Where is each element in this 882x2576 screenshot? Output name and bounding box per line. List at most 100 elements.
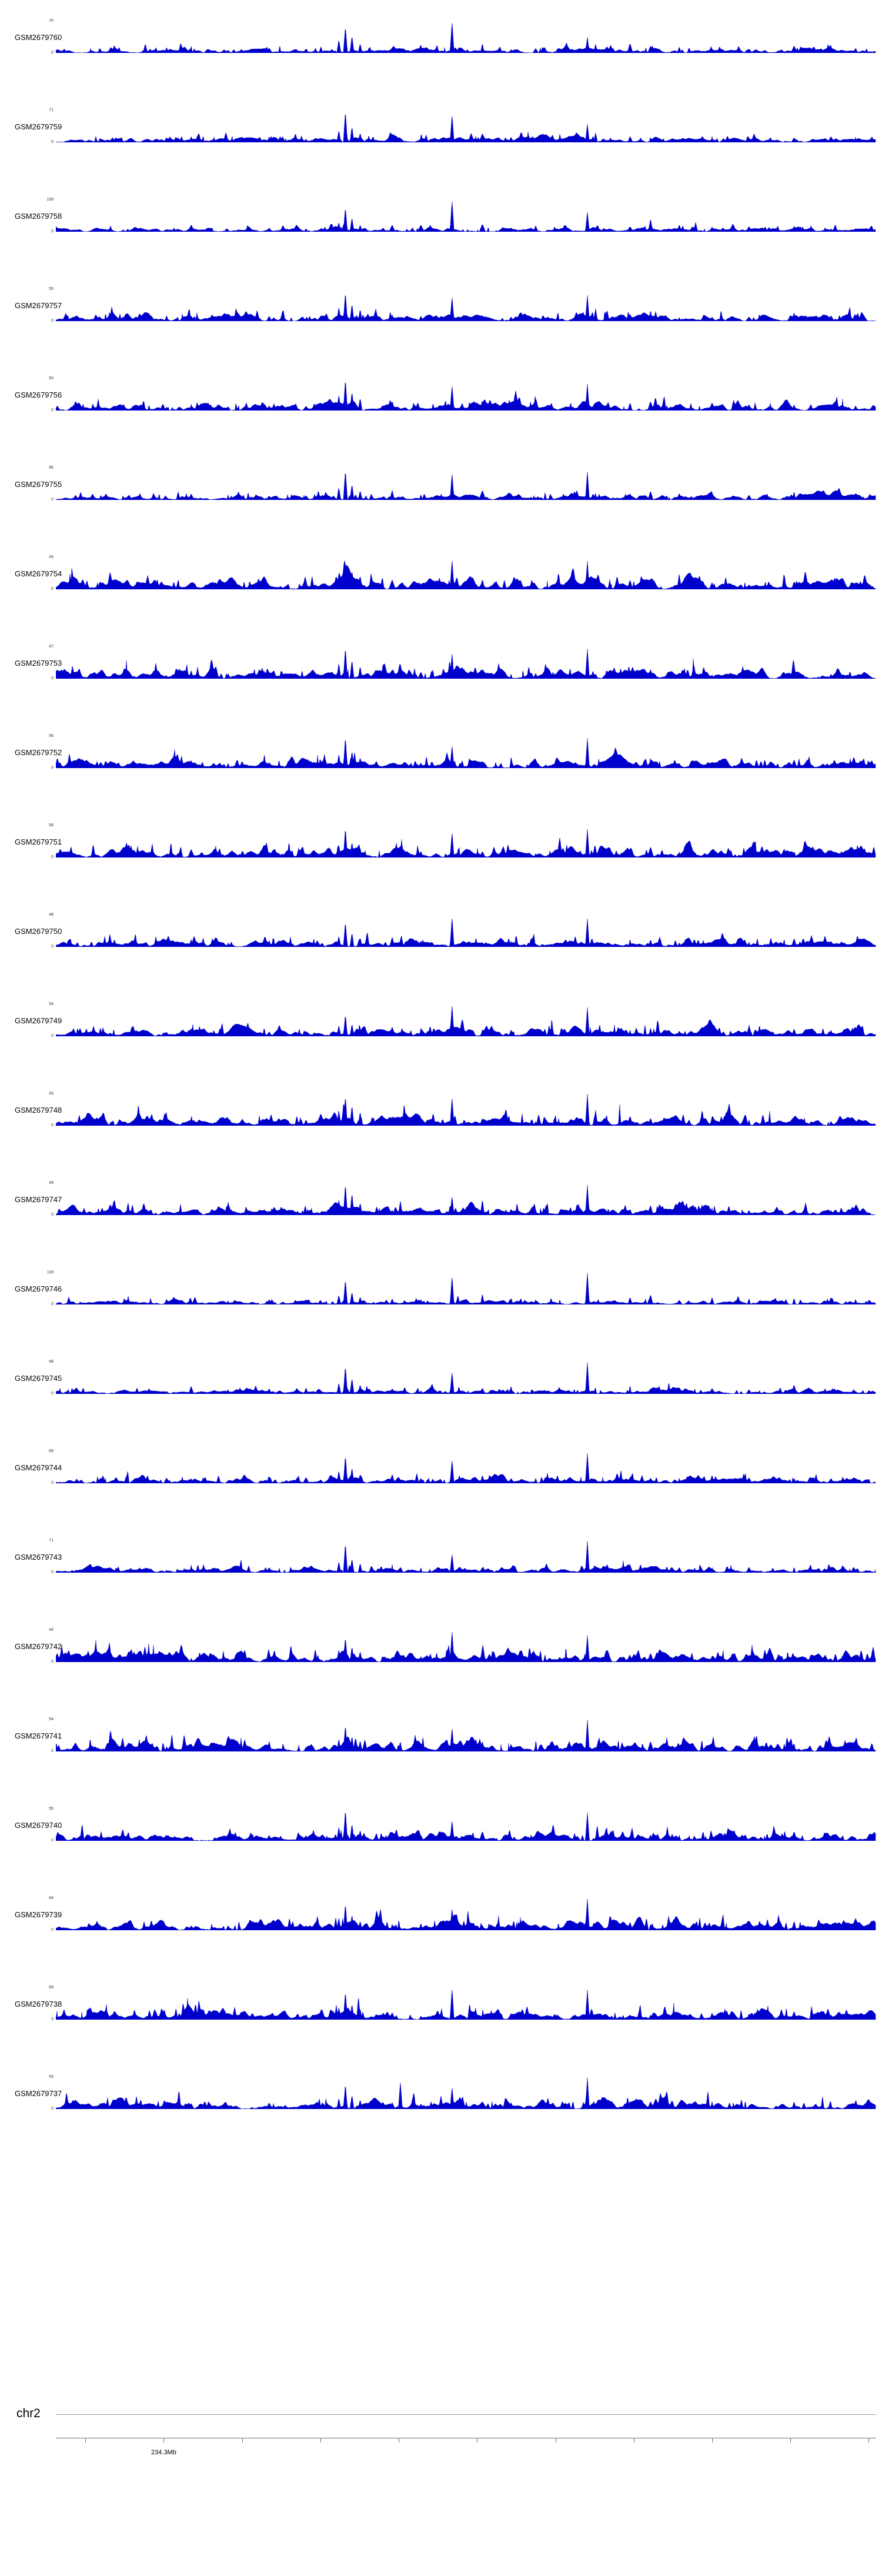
track-plot: 55 0: [49, 1807, 876, 1843]
sample-label: GSM2679743: [15, 1553, 62, 1561]
track-plot: 55 0: [49, 287, 876, 323]
y-max-label: 54: [49, 1002, 54, 1006]
sample-label: GSM2679751: [15, 837, 62, 846]
y-max-label: 55: [49, 2075, 54, 2079]
y-zero-label: 0: [51, 1749, 54, 1753]
axis-tick: [320, 2438, 321, 2442]
track-plot: 43 0: [49, 1092, 876, 1127]
coverage-signal: [56, 114, 876, 142]
y-zero-label: 0: [51, 140, 54, 144]
sample-track: GSM2679748 43 0: [0, 1090, 882, 1180]
y-max-label: 54: [49, 1717, 54, 1721]
y-zero-label: 0: [51, 1570, 54, 1574]
y-max-label: 44: [49, 1628, 54, 1632]
sample-track: GSM2679744 68 0: [0, 1448, 882, 1537]
axis-tick: [85, 2438, 86, 2442]
y-zero-label: 0: [51, 2017, 54, 2021]
sample-track: GSM2679737 55 0: [0, 2074, 882, 2163]
sample-label: GSM2679745: [15, 1374, 62, 1383]
sample-label: GSM2679738: [15, 2000, 62, 2008]
y-max-label: 71: [49, 108, 54, 112]
sample-track: GSM2679758 106 0: [0, 196, 882, 286]
sample-label: GSM2679744: [15, 1463, 62, 1472]
coverage-signal: [56, 560, 876, 589]
track-plot: 49 0: [49, 1181, 876, 1217]
sample-label: GSM2679746: [15, 1284, 62, 1293]
y-max-label: 55: [49, 287, 54, 291]
y-zero-label: 0: [51, 1928, 54, 1932]
coverage-signal: [56, 918, 876, 947]
y-max-label: 118: [46, 1270, 54, 1274]
sample-label: GSM2679750: [15, 927, 62, 936]
coverage-signal: [56, 1185, 876, 1215]
y-max-label: 70: [49, 19, 54, 23]
sample-label: GSM2679740: [15, 1821, 62, 1830]
sample-label: GSM2679753: [15, 659, 62, 668]
coverage-signal: [56, 2077, 876, 2109]
coverage-signal: [56, 1273, 876, 1304]
y-zero-label: 0: [51, 1123, 54, 1127]
axis-tick: [712, 2438, 713, 2442]
sample-label: GSM2679752: [15, 748, 62, 757]
coverage-signal: [56, 23, 876, 53]
sample-track: GSM2679745 98 0: [0, 1359, 882, 1448]
sample-track: GSM2679755 95 0: [0, 465, 882, 554]
y-max-label: 95: [49, 466, 54, 470]
y-zero-label: 0: [51, 766, 54, 770]
axis-coordinate-label: 234.3Mb: [151, 2449, 176, 2456]
sample-track: GSM2679753 47 0: [0, 643, 882, 733]
coverage-signal: [56, 202, 876, 232]
y-max-label: 69: [49, 1986, 54, 1990]
y-max-label: 48: [49, 913, 54, 917]
coverage-signal: [56, 1006, 876, 1036]
y-max-label: 49: [49, 1181, 54, 1185]
sample-track: GSM2679742 44 0: [0, 1627, 882, 1716]
y-max-label: 43: [49, 1092, 54, 1096]
track-plot: 58 0: [49, 823, 876, 859]
sample-track: GSM2679757 55 0: [0, 286, 882, 375]
coverage-signal: [56, 738, 876, 768]
track-plot: 98 0: [49, 1360, 876, 1396]
track-plot: 106 0: [46, 198, 876, 233]
y-max-label: 45: [49, 555, 54, 559]
track-plot: 47 0: [49, 645, 876, 680]
sample-track: GSM2679751 58 0: [0, 822, 882, 912]
sample-track: GSM2679760 70 0: [0, 18, 882, 107]
y-max-label: 71: [49, 1539, 54, 1543]
axis-tick: [868, 2438, 870, 2442]
sample-track: GSM2679759 71 0: [0, 107, 882, 196]
sample-label: GSM2679747: [15, 1195, 62, 1204]
sample-label: GSM2679742: [15, 1642, 62, 1651]
sample-label: GSM2679757: [15, 301, 62, 310]
sample-label: GSM2679759: [15, 122, 62, 131]
track-plot: 44 0: [49, 1628, 876, 1664]
sample-track: GSM2679756 50 0: [0, 375, 882, 465]
sample-label: GSM2679758: [15, 212, 62, 221]
track-plot: 54 0: [49, 1717, 876, 1753]
coverage-signal: [56, 1812, 876, 1841]
y-max-label: 56: [49, 734, 54, 738]
coverage-signal: [56, 649, 876, 679]
axis-tick: [242, 2438, 243, 2442]
track-plot: 118 0: [47, 1270, 876, 1306]
coverage-signal: [56, 1990, 876, 2020]
chromosome-line: [56, 2414, 876, 2415]
sample-track: GSM2679749 54 0: [0, 1001, 882, 1090]
y-max-label: 64: [49, 1896, 54, 1900]
sample-label: GSM2679755: [15, 480, 62, 489]
coverage-signal: [56, 1362, 876, 1394]
sample-label: GSM2679739: [15, 1910, 62, 1919]
y-zero-label: 0: [51, 1034, 54, 1038]
y-max-label: 58: [49, 823, 54, 827]
track-plot: 55 0: [49, 2075, 876, 2111]
sample-track: GSM2679747 49 0: [0, 1180, 882, 1269]
track-plot: 50 0: [49, 376, 876, 412]
sample-label: GSM2679756: [15, 391, 62, 399]
sample-track: GSM2679741 54 0: [0, 1716, 882, 1806]
y-max-label: 68: [49, 1449, 54, 1453]
y-zero-label: 0: [51, 1213, 54, 1217]
y-zero-label: 0: [51, 1660, 54, 1664]
chromosome-label: chr2: [16, 2407, 41, 2420]
y-max-label: 98: [49, 1360, 54, 1364]
